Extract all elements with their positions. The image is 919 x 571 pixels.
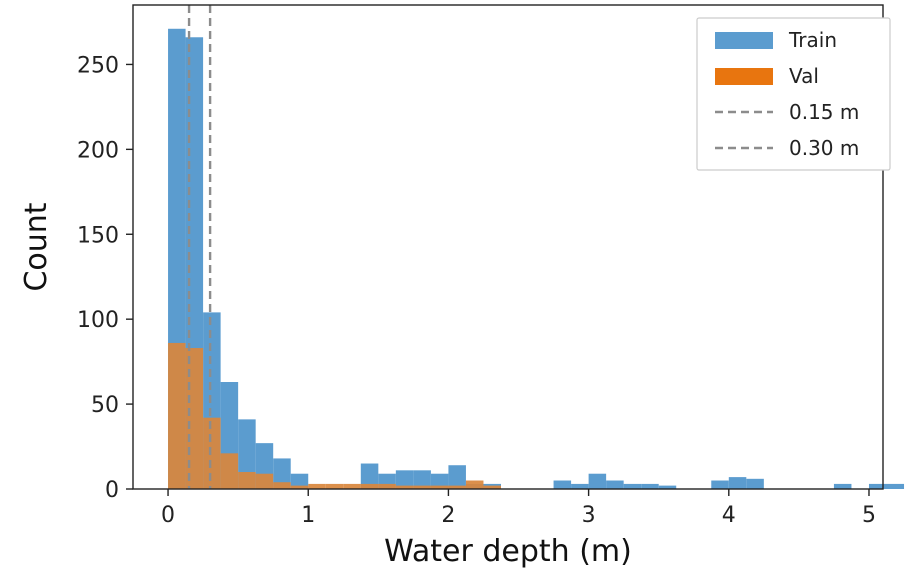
y-tick-label-0: 0 [105, 478, 119, 503]
bar-train-14 [413, 470, 431, 489]
bar-val-7 [290, 485, 309, 489]
bar-train-23 [571, 483, 589, 489]
bar-train-38 [833, 483, 852, 489]
legend-entry-2: 0.15 m [715, 100, 859, 124]
legend: Train Val 0.15 m 0.30 m [696, 17, 891, 171]
legend-swatch-0 [715, 32, 773, 49]
x-tick-label-2: 2 [441, 503, 455, 528]
bar-train-6 [273, 458, 291, 489]
bar-val-17 [465, 480, 484, 489]
x-tick-label-4: 4 [722, 503, 736, 528]
bar-train-24 [588, 473, 607, 489]
bar-val-9 [325, 483, 344, 489]
x-tick-label-1: 1 [301, 503, 315, 528]
legend-label-3: 0.30 m [789, 136, 859, 160]
bar-val-18 [483, 485, 501, 489]
bar-train-32 [728, 477, 747, 489]
bar-train-25 [606, 480, 624, 489]
bar-val-2 [203, 417, 221, 489]
bar-val-3 [220, 453, 239, 489]
bar-train-22 [553, 480, 572, 489]
bar-train-28 [658, 485, 677, 489]
plot-frame [132, 4, 884, 490]
bar-val-10 [343, 483, 361, 489]
y-tick-label-50: 50 [91, 393, 119, 418]
legend-entry-3: 0.30 m [715, 136, 859, 160]
y-tick-label-100: 100 [77, 308, 119, 333]
x-tick-label-0: 0 [161, 503, 175, 528]
bar-train-40 [868, 483, 887, 489]
bar-val-12 [378, 483, 396, 489]
y-tick-label-250: 250 [77, 53, 119, 78]
legend-swatch-1 [715, 68, 773, 85]
bar-val-16 [448, 485, 466, 489]
bar-val-11 [360, 483, 379, 489]
bar-train-27 [641, 483, 659, 489]
bar-train-4 [238, 419, 256, 489]
bar-val-0 [168, 342, 186, 489]
legend-entry-1: Val [715, 64, 819, 88]
x-tick-label-3: 3 [582, 503, 596, 528]
x-axis-label: Water depth (m) [384, 534, 632, 569]
threshold-lines [187, 5, 212, 489]
bar-val-15 [430, 485, 449, 489]
bar-train-7 [290, 473, 309, 489]
bar-val-5 [255, 473, 274, 489]
bar-train-33 [746, 478, 764, 489]
bar-val-8 [308, 483, 326, 489]
legend-entry-0: Train [715, 28, 837, 52]
y-tick-label-200: 200 [77, 138, 119, 163]
bar-val-14 [413, 485, 431, 489]
legend-label-2: 0.15 m [789, 100, 859, 124]
legend-entries: Train Val 0.15 m 0.30 m [715, 28, 859, 160]
bar-train-16 [448, 465, 466, 489]
y-axis-label: Count [19, 202, 54, 291]
legend-label-1: Val [789, 64, 819, 88]
bar-train-11 [360, 463, 379, 489]
legend-label-0: Train [788, 28, 837, 52]
bar-train-26 [623, 483, 642, 489]
bar-train-15 [430, 473, 449, 489]
legend-box [696, 17, 891, 171]
bar-train-13 [395, 470, 414, 489]
bar-val-13 [395, 485, 414, 489]
bar-val-6 [273, 482, 291, 489]
y-tick-label-150: 150 [77, 223, 119, 248]
bar-train-41 [886, 483, 905, 489]
x-tick-label-5: 5 [862, 503, 876, 528]
bar-val-4 [238, 472, 256, 489]
bar-train-31 [711, 480, 729, 489]
